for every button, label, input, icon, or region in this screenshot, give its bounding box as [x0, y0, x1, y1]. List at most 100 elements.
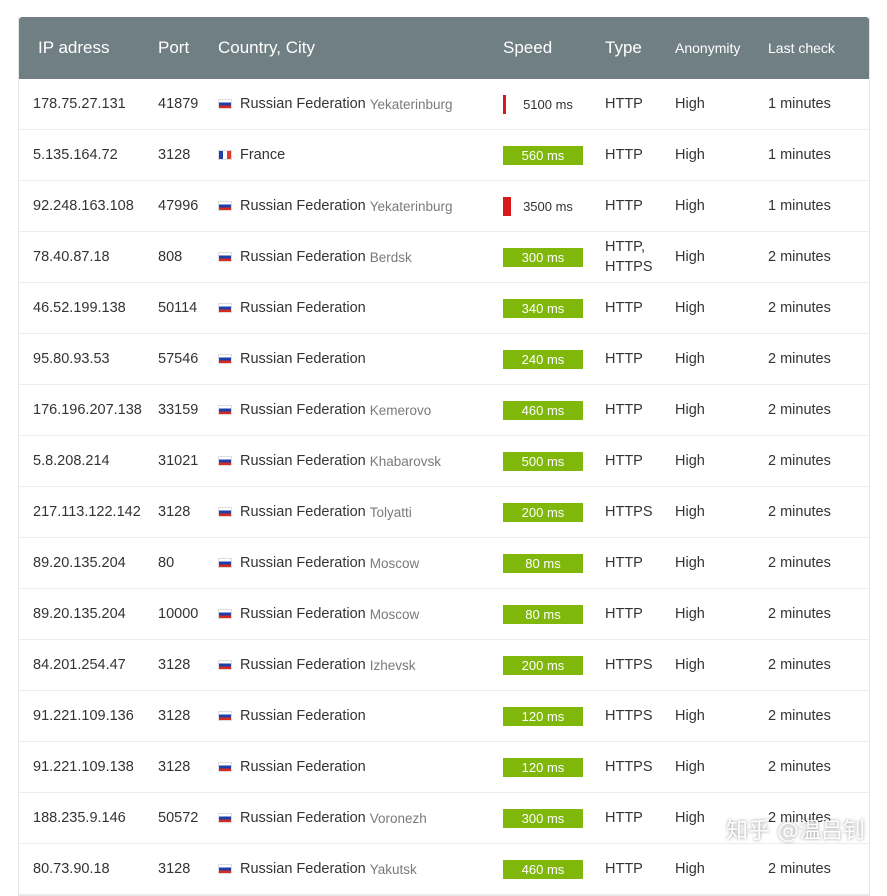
ip-address-cell: 217.113.122.142: [33, 504, 141, 520]
port-cell: 47996: [158, 198, 199, 214]
table-row[interactable]: 178.75.27.131 41879 Russian Federation Yeka…: [19, 79, 869, 130]
type-value: HTTP: [605, 810, 643, 826]
country-cell: Russian Federation Yekaterinburg: [218, 79, 453, 129]
last-check-cell: 1 minutes: [768, 147, 831, 163]
table-row[interactable]: 5.135.164.72 3128 France 560 ms HTTP High 1 mi…: [19, 130, 869, 181]
country-cell: Russian Federation: [218, 334, 366, 384]
type-cell: HTTPS: [605, 640, 653, 690]
header-type[interactable]: Type: [605, 38, 642, 57]
header-port[interactable]: Port: [158, 38, 190, 57]
header-last-check[interactable]: Last check: [768, 40, 835, 56]
table-row[interactable]: 80.73.90.18 3128 Russian Federation Yakutsk…: [19, 844, 869, 895]
type-cell: HTTP: [605, 844, 643, 894]
type-value: HTTPS: [605, 657, 653, 673]
russia-flag-icon: [218, 405, 232, 415]
speed-bar-fill: [503, 604, 583, 624]
table-row[interactable]: 89.20.135.204 80 Russian Federation Moscow 8…: [19, 538, 869, 589]
table-row[interactable]: 176.196.207.138 33159 Russian Federation Ke…: [19, 385, 869, 436]
speed-value: 340 ms: [521, 300, 565, 316]
speed-cell: 5100 ms: [503, 79, 583, 129]
table-row[interactable]: 188.235.9.146 50572 Russian Federation Voro…: [19, 793, 869, 844]
table-row[interactable]: 84.201.254.47 3128 Russian Federation Izhev…: [19, 640, 869, 691]
anonymity-cell: High: [675, 249, 705, 265]
speed-cell: 300 ms: [503, 793, 583, 843]
table-row[interactable]: 95.80.93.53 57546 Russian Federation 240 ms…: [19, 334, 869, 385]
type-value: HTTP: [605, 147, 643, 163]
port-cell: 3128: [158, 861, 191, 877]
country-name: France: [240, 147, 286, 163]
country-cell: Russian Federation Yakutsk: [218, 844, 417, 894]
country-name: Russian Federation: [240, 504, 366, 520]
type-cell: HTTP: [605, 283, 643, 333]
table-row[interactable]: 89.20.135.204 10000 Russian Federation Mosc…: [19, 589, 869, 640]
last-check-cell: 2 minutes: [768, 861, 831, 877]
country-cell: France: [218, 130, 285, 180]
country-name: Russian Federation: [240, 96, 366, 112]
table-row[interactable]: 46.52.199.138 50114 Russian Federation 340 …: [19, 283, 869, 334]
anonymity-cell: High: [675, 759, 705, 775]
ip-address-cell: 78.40.87.18: [33, 249, 110, 265]
table-row[interactable]: 91.221.109.136 3128 Russian Federation 120 …: [19, 691, 869, 742]
city-name: Moscow: [369, 555, 420, 571]
type-cell: HTTP: [605, 793, 643, 843]
table-header: IP adress Port Country, City Speed Type …: [19, 17, 869, 79]
type-value: HTTPS: [605, 759, 653, 775]
ip-address-cell: 188.235.9.146: [33, 810, 126, 826]
header-country[interactable]: Country, City: [218, 38, 315, 57]
port-cell: 3128: [158, 147, 191, 163]
type-cell: HTTP: [605, 181, 643, 231]
city-name: Moscow: [369, 606, 420, 622]
city-name: Tolyatti: [369, 504, 412, 520]
speed-bar: 460 ms: [503, 859, 583, 879]
country-cell: Russian Federation: [218, 283, 366, 333]
ip-address-cell: 92.248.163.108: [33, 198, 134, 214]
ip-address-cell: 95.80.93.53: [33, 351, 110, 367]
city-name: Yekaterinburg: [369, 198, 453, 214]
city-name: Yakutsk: [369, 861, 417, 877]
anonymity-cell: High: [675, 453, 705, 469]
anonymity-cell: High: [675, 147, 705, 163]
last-check-cell: 2 minutes: [768, 708, 831, 724]
header-ip[interactable]: IP adress: [38, 38, 110, 57]
country-name: Russian Federation: [240, 249, 366, 265]
table-row[interactable]: 5.8.208.214 31021 Russian Federation Khabar…: [19, 436, 869, 487]
speed-bar-fill: [503, 247, 583, 267]
port-cell: 3128: [158, 708, 191, 724]
ip-address-cell: 91.221.109.136: [33, 708, 134, 724]
country-name: Russian Federation: [240, 198, 366, 214]
speed-bar: 340 ms: [503, 298, 583, 318]
last-check-cell: 2 minutes: [768, 759, 831, 775]
table-row[interactable]: 78.40.87.18 808 Russian Federation Berdsk 30…: [19, 232, 869, 283]
france-flag-icon: [218, 150, 232, 160]
table-row[interactable]: 217.113.122.142 3128 Russian Federation Tol…: [19, 487, 869, 538]
russia-flag-icon: [218, 711, 232, 721]
speed-value: 200 ms: [521, 504, 565, 520]
ip-address-cell: 80.73.90.18: [33, 861, 110, 877]
last-check-cell: 2 minutes: [768, 810, 831, 826]
city-name: Yekaterinburg: [369, 96, 453, 112]
speed-bar-fill: [503, 655, 583, 675]
type-value: HTTP: [605, 402, 643, 418]
speed-value: 80 ms: [525, 606, 561, 622]
russia-flag-icon: [218, 609, 232, 619]
header-anonymity[interactable]: Anonymity: [675, 40, 741, 56]
speed-bar: 3500 ms: [503, 196, 583, 216]
last-check-cell: 2 minutes: [768, 300, 831, 316]
type-value: HTTP: [605, 351, 643, 367]
port-cell: 808: [158, 249, 183, 265]
speed-cell: 560 ms: [503, 130, 583, 180]
ip-address-cell: 178.75.27.131: [33, 96, 126, 112]
anonymity-cell: High: [675, 300, 705, 316]
header-speed[interactable]: Speed: [503, 38, 553, 57]
port-cell: 41879: [158, 96, 199, 112]
type-cell: HTTP: [605, 79, 643, 129]
table-row[interactable]: 92.248.163.108 47996 Russian Federation Yek…: [19, 181, 869, 232]
russia-flag-icon: [218, 252, 232, 262]
speed-cell: 240 ms: [503, 334, 583, 384]
country-name: Russian Federation: [240, 300, 366, 316]
table-row[interactable]: 91.221.109.138 3128 Russian Federation 120 …: [19, 742, 869, 793]
speed-bar-fill: [503, 400, 583, 420]
type-value: HTTP: [605, 198, 643, 214]
speed-cell: 120 ms: [503, 742, 583, 792]
russia-flag-icon: [218, 99, 232, 109]
